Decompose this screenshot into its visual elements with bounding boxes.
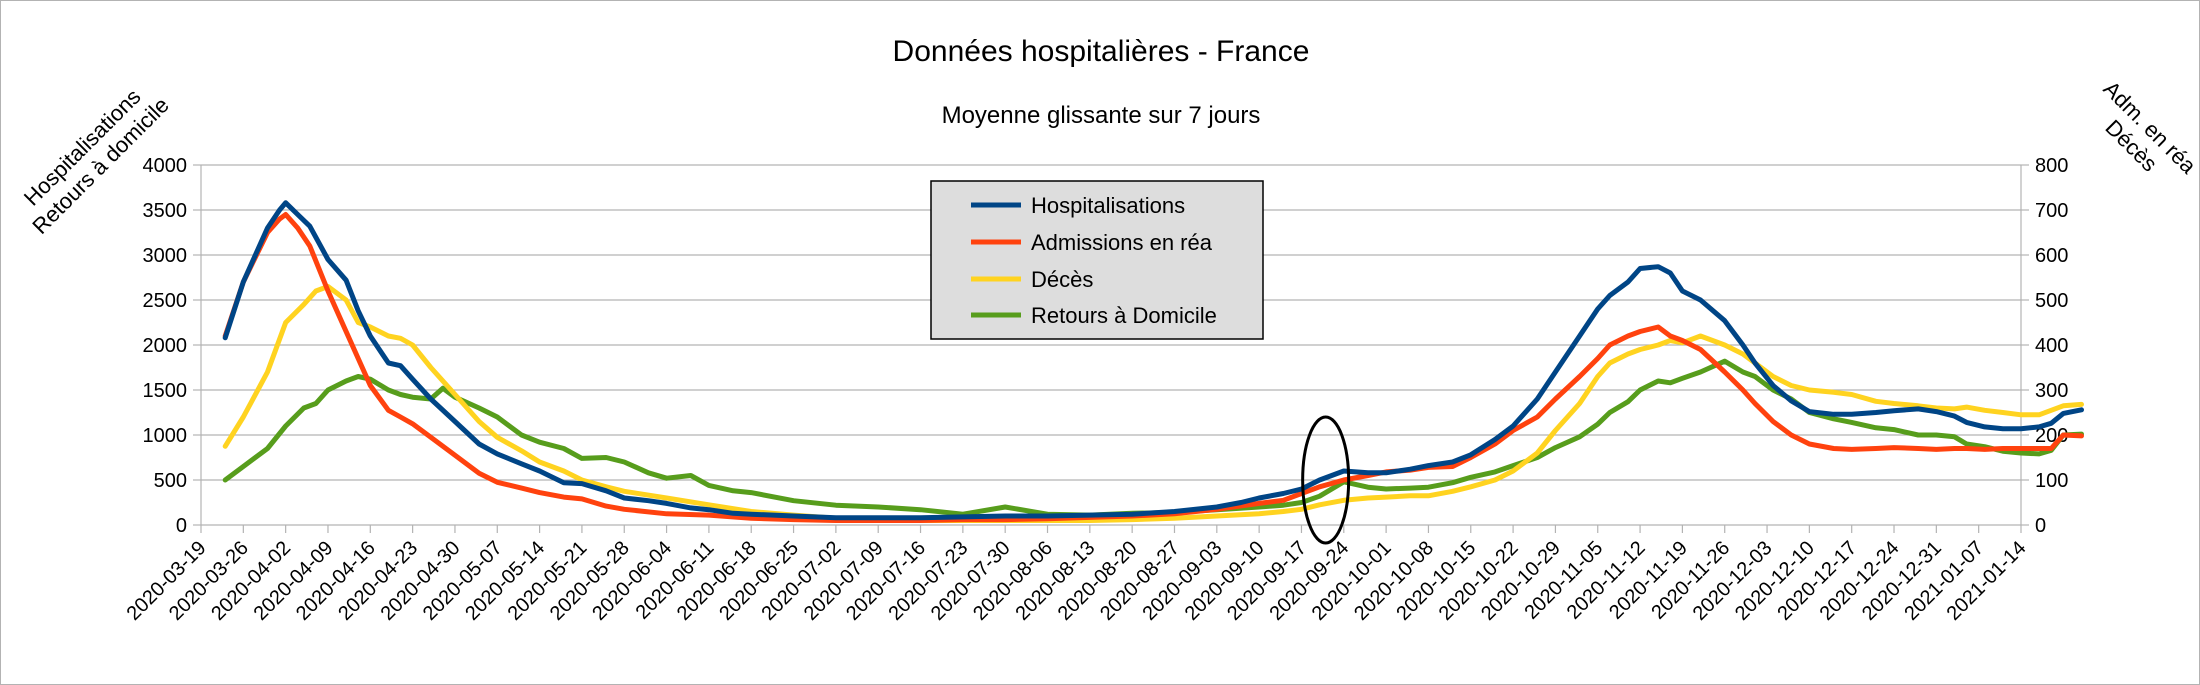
left-tick-label: 1500 xyxy=(143,380,188,402)
left-tick-label: 2000 xyxy=(143,335,188,357)
legend-label-retours: Retours à Domicile xyxy=(1031,303,1217,328)
left-tick-label: 1000 xyxy=(143,425,188,447)
x-axis-ticks: 2020-03-192020-03-262020-04-022020-04-09… xyxy=(123,537,2031,625)
series-line-2 xyxy=(222,284,2084,523)
left-tick-label: 4000 xyxy=(143,155,188,177)
right-axis-title: Adm. en réa Décès xyxy=(2099,76,2199,179)
left-tick-label: 500 xyxy=(154,470,187,492)
left-tick-label: 2500 xyxy=(143,290,188,312)
left-tick-label: 3500 xyxy=(143,200,188,222)
annotation-ellipse xyxy=(1301,415,1351,545)
right-tick-label: 700 xyxy=(2035,200,2068,222)
series-line-3 xyxy=(222,358,2084,518)
legend-label-admissions: Admissions en réa xyxy=(1031,230,1213,255)
right-tick-label: 100 xyxy=(2035,470,2068,492)
right-tick-label: 600 xyxy=(2035,245,2068,267)
left-axis-ticks: 0 500 1000 1500 2000 2500 3000 3500 4000 xyxy=(143,155,188,537)
right-tick-label: 300 xyxy=(2035,380,2068,402)
legend-label-hospitalisations: Hospitalisations xyxy=(1031,193,1185,218)
right-tick-label: 400 xyxy=(2035,335,2068,357)
series-line-1 xyxy=(222,212,2084,523)
legend: Hospitalisations Admissions en réa Décès… xyxy=(930,180,1264,340)
right-tick-label: 0 xyxy=(2035,515,2046,537)
right-tick-label: 500 xyxy=(2035,290,2068,312)
left-tick-label: 0 xyxy=(176,515,187,537)
left-tick-label: 3000 xyxy=(143,245,188,267)
chart-subtitle: Moyenne glissante sur 7 jours xyxy=(942,102,1261,129)
series-lines xyxy=(222,200,2084,523)
chart-title: Données hospitalières - France xyxy=(893,35,1310,68)
right-tick-label: 800 xyxy=(2035,155,2068,177)
series-line-0 xyxy=(222,200,2084,521)
legend-label-deces: Décès xyxy=(1031,267,1093,292)
